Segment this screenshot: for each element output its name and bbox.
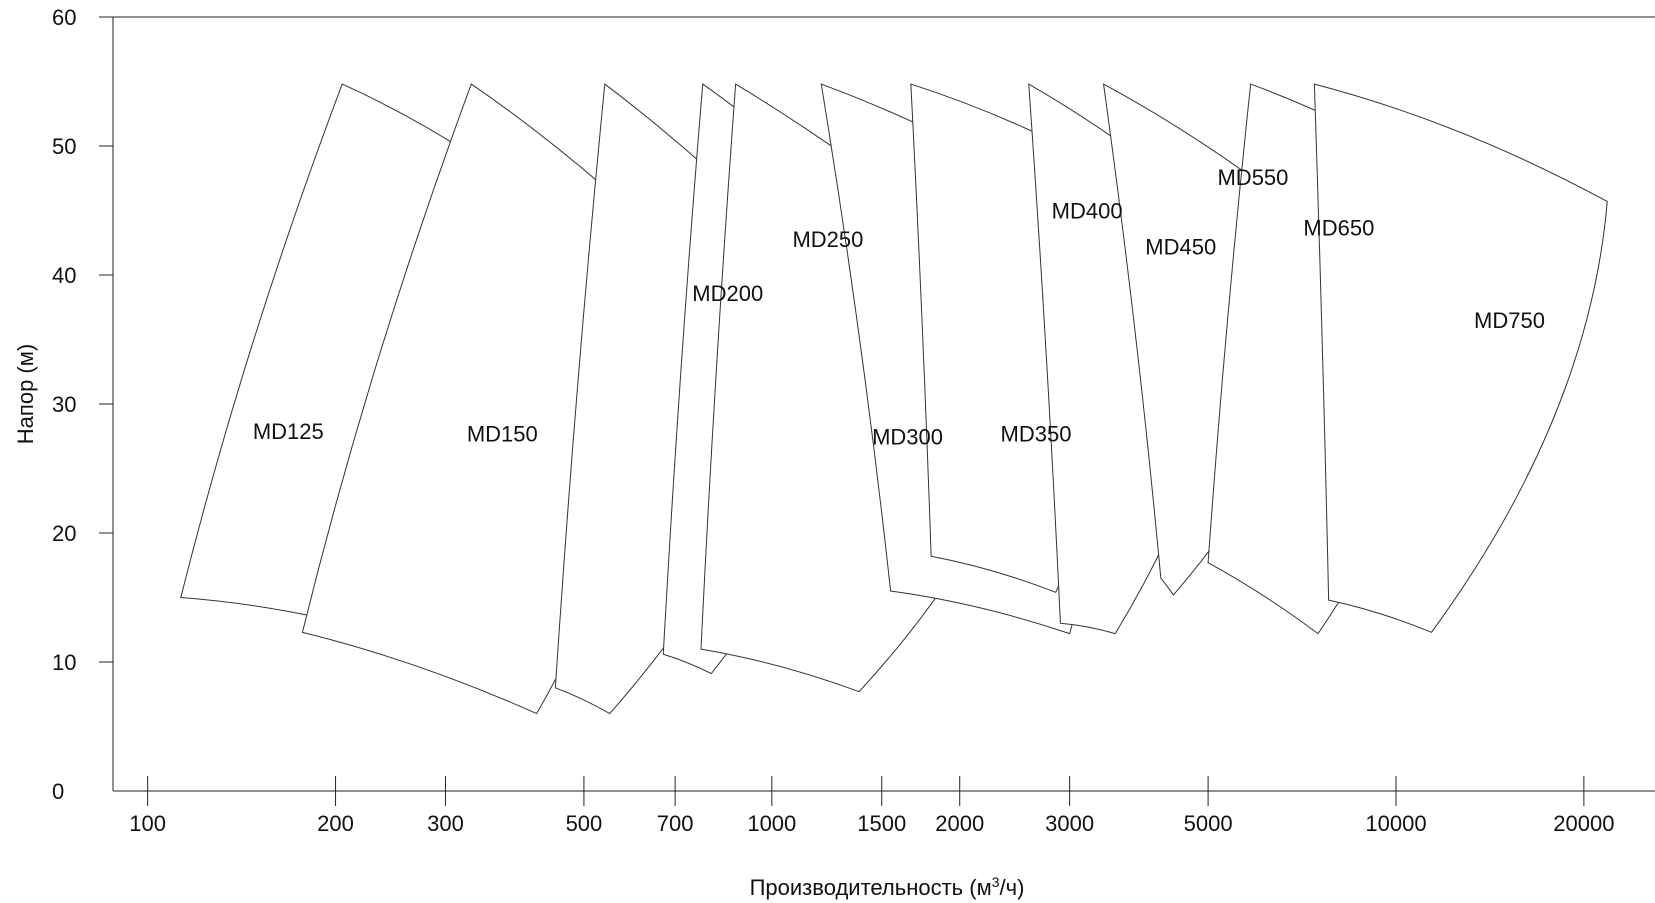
x-tick-label-10000: 10000 [1365, 811, 1426, 836]
region-label-md125: MD125 [253, 419, 324, 444]
x-tick-label-700: 700 [657, 811, 694, 836]
region-label-md300: MD300 [872, 424, 943, 449]
x-tick-label-300: 300 [427, 811, 464, 836]
region-label-md150: MD150 [467, 422, 538, 447]
ticks-layer: 100 200 300 500 700 1000 1500 2000 3000 5000 10000… [52, 5, 1614, 836]
y-tick-label-10: 10 [52, 650, 76, 675]
x-tick-label-500: 500 [566, 811, 603, 836]
region-label-md250: MD250 [792, 227, 863, 252]
y-tick-label-60: 60 [52, 5, 76, 30]
x-tick-label-200: 200 [317, 811, 354, 836]
region-md750 [1313, 83, 1608, 633]
x-axis-title: Производительность (м3/ч) [750, 874, 1025, 900]
y-axis-title: Напор (м) [13, 344, 38, 444]
x-tick-label-5000: 5000 [1184, 811, 1233, 836]
x-tick-label-2000: 2000 [935, 811, 984, 836]
x-tick-label-1000: 1000 [747, 811, 796, 836]
x-tick-label-100: 100 [129, 811, 166, 836]
y-tick-label-40: 40 [52, 263, 76, 288]
labels-layer: MD125 MD150 MD200 MD250 MD300 MD350 MD400 MD450… [253, 165, 1545, 449]
x-axis-title-superscript: 3 [992, 874, 1000, 890]
region-label-md350: MD350 [1001, 422, 1072, 447]
y-tick-label-30: 30 [52, 392, 76, 417]
x-tick-label-20000: 20000 [1553, 811, 1614, 836]
regions-layer [180, 83, 1608, 715]
x-tick-label-3000: 3000 [1045, 811, 1094, 836]
x-axis-title-main: Производительность (м [750, 875, 992, 900]
y-tick-label-50: 50 [52, 134, 76, 159]
region-label-md200: MD200 [692, 281, 763, 306]
x-tick-label-1500: 1500 [857, 811, 906, 836]
region-label-md450: MD450 [1145, 235, 1216, 260]
region-label-md750: MD750 [1474, 308, 1545, 333]
region-label-md650: MD650 [1303, 215, 1374, 240]
x-axis-title-tail: /ч) [1000, 875, 1025, 900]
y-tick-label-0: 0 [52, 779, 64, 804]
region-label-md400: MD400 [1052, 199, 1123, 224]
region-label-md550: MD550 [1217, 165, 1288, 190]
y-tick-label-20: 20 [52, 521, 76, 546]
